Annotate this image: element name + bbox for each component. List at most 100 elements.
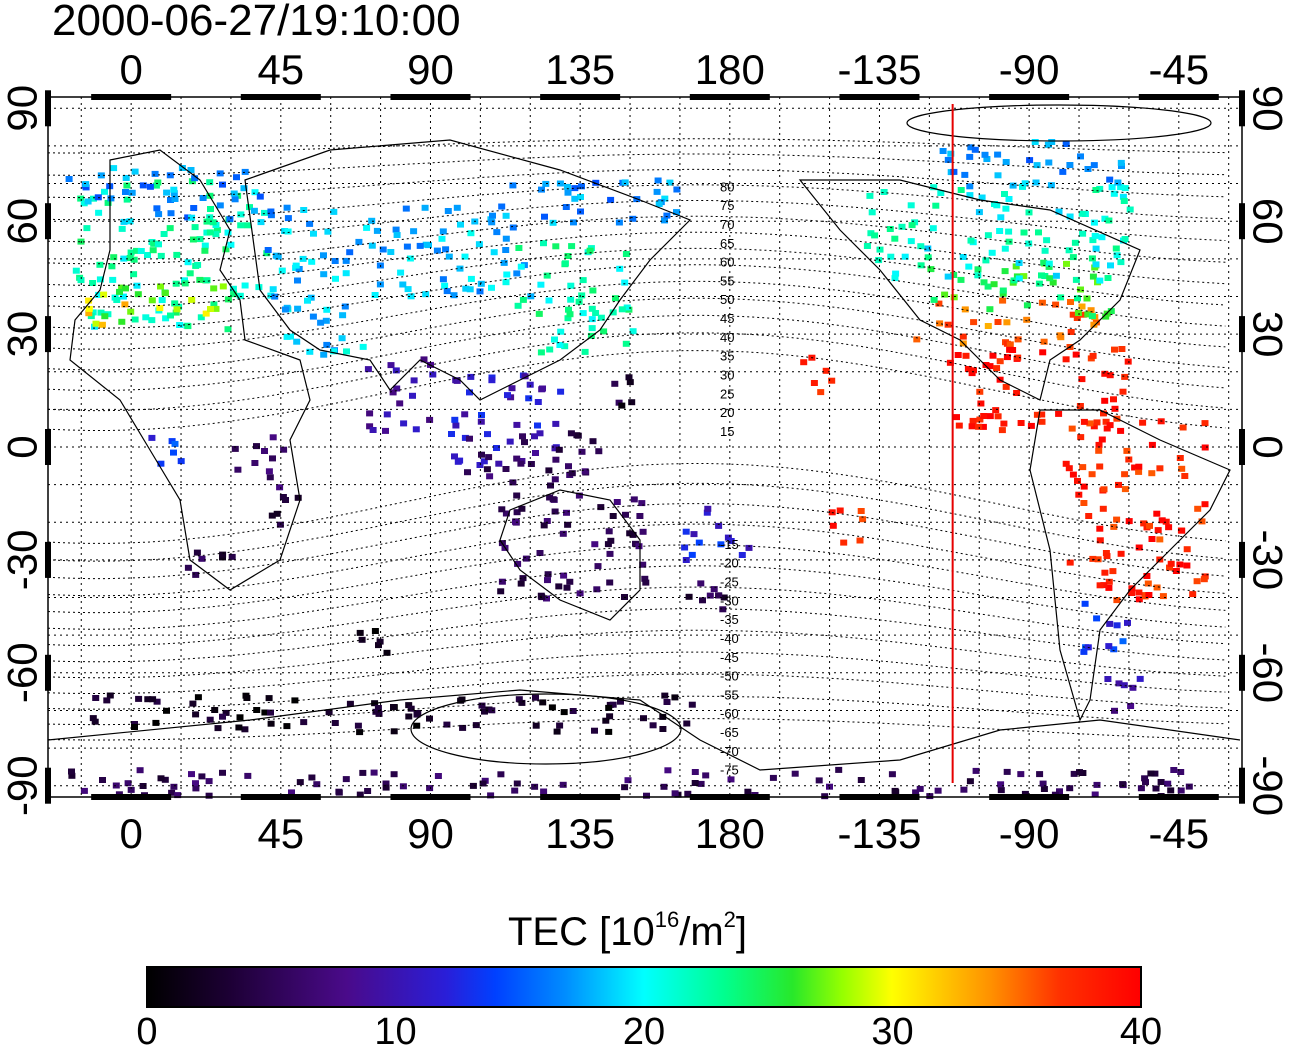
tec-region-patagonia	[1080, 600, 1131, 655]
tec-cell	[553, 728, 561, 735]
tec-cell	[126, 218, 134, 225]
tec-cell	[944, 321, 952, 328]
tec-cell	[1069, 471, 1077, 478]
tec-cell	[1009, 347, 1017, 353]
magnetic-lat-contour	[47, 673, 1226, 710]
tec-cell	[1052, 272, 1060, 279]
tec-cell	[1105, 643, 1113, 650]
timestamp-title: 2000-06-27/19:10:00	[52, 0, 461, 45]
tec-cell	[92, 695, 100, 701]
tec-cell	[1052, 301, 1060, 308]
tec-cell	[1104, 275, 1112, 281]
tec-cell	[313, 781, 321, 788]
tec-cell	[211, 707, 219, 713]
tec-cell	[871, 232, 879, 239]
tec-cell	[187, 167, 195, 173]
tec-cell	[571, 195, 579, 202]
tec-cell	[555, 446, 563, 453]
tec-cell	[579, 277, 587, 284]
magnetic-lat-contour	[47, 264, 1226, 329]
tec-cell	[616, 265, 624, 272]
tec-cell	[369, 427, 377, 433]
tec-cell	[390, 728, 398, 735]
tec-cell	[556, 722, 564, 729]
tec-cell	[514, 560, 522, 567]
tec-cell	[1014, 354, 1022, 361]
tec-cell	[479, 780, 487, 787]
tec-cell	[1120, 682, 1128, 689]
tec-cell	[993, 202, 1001, 209]
tec-cell	[965, 263, 973, 270]
tec-cell	[967, 237, 975, 244]
tec-cell	[184, 564, 192, 571]
tec-cell	[230, 291, 238, 298]
tec-cell	[241, 168, 249, 175]
tec-cell	[426, 416, 434, 423]
tec-cell	[829, 522, 837, 529]
tec-cell	[653, 188, 661, 195]
tec-cell	[364, 788, 372, 794]
tec-cell	[487, 792, 495, 799]
tec-cell	[1159, 593, 1167, 600]
tec-cell	[500, 259, 508, 266]
tec-cell	[626, 530, 634, 537]
tec-cell	[451, 416, 459, 423]
tec-cell	[606, 550, 614, 557]
tec-cell	[325, 709, 333, 716]
tec-cell	[1045, 159, 1053, 166]
tec-cell	[205, 792, 213, 799]
tec-cell	[332, 275, 339, 282]
tec-cell	[403, 243, 411, 250]
tec-cell	[393, 232, 401, 238]
tec-cell	[127, 308, 135, 315]
tec-cell	[410, 228, 418, 235]
tec-cell	[1000, 420, 1008, 427]
coastline-asia	[244, 139, 692, 401]
tec-cell	[560, 572, 568, 579]
tec-cell	[283, 723, 291, 730]
tec-cell	[994, 151, 1002, 158]
tec-cell	[1107, 262, 1114, 269]
tec-cell	[1088, 313, 1096, 320]
tec-cell	[978, 194, 986, 201]
tec-cell	[359, 343, 367, 350]
tec-cell	[404, 286, 412, 293]
tec-cell	[641, 575, 649, 582]
tec-cell	[935, 300, 943, 307]
tec-cell	[1025, 240, 1033, 247]
tec-cell	[506, 438, 514, 445]
lon-label-top: 90	[407, 46, 454, 93]
tec-cell	[1096, 537, 1104, 544]
tec-cell	[568, 243, 576, 250]
tec-cell	[282, 497, 289, 503]
tec-cell	[515, 696, 523, 703]
tec-cell	[704, 505, 712, 512]
tec-cell	[163, 707, 170, 714]
tec-cell	[236, 292, 244, 299]
tec-cell	[983, 156, 991, 162]
tec-cell	[174, 792, 182, 799]
tec-cell	[1183, 546, 1191, 553]
tec-cell	[429, 371, 437, 378]
tec-cell	[966, 778, 974, 785]
tec-cell	[1014, 336, 1022, 343]
tec-cell	[567, 282, 575, 289]
tec-cell	[880, 189, 888, 195]
tec-cell	[546, 346, 554, 353]
tec-cell	[148, 297, 156, 304]
tec-cell	[1105, 217, 1113, 224]
tec-cell	[368, 217, 376, 224]
lon-label-bottom: 135	[545, 810, 615, 857]
tec-cell	[1102, 418, 1110, 425]
tec-cell	[727, 776, 735, 783]
tec-cell	[594, 563, 602, 570]
tec-cell	[356, 729, 364, 736]
tec-cell	[597, 504, 605, 511]
tec-cell	[131, 724, 138, 730]
tec-cell	[170, 783, 178, 790]
tec-cell	[162, 315, 170, 322]
lon-label-top: 45	[257, 46, 304, 93]
tec-cell	[531, 433, 538, 440]
tec-cell	[600, 328, 608, 335]
tec-cell	[564, 521, 572, 528]
